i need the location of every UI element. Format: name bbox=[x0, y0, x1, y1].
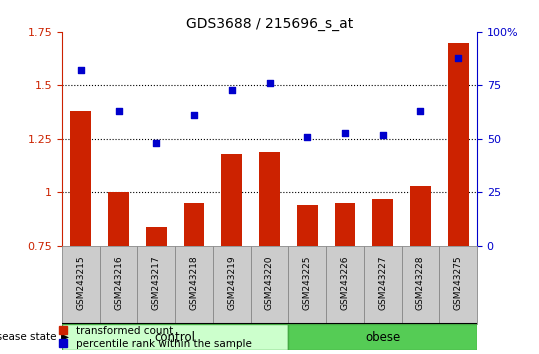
Point bbox=[265, 80, 274, 86]
Text: ▶: ▶ bbox=[61, 332, 69, 342]
Point bbox=[378, 132, 387, 137]
Bar bbox=[297, 205, 317, 246]
FancyBboxPatch shape bbox=[62, 246, 100, 324]
Bar bbox=[448, 42, 468, 246]
Bar bbox=[410, 186, 431, 246]
FancyBboxPatch shape bbox=[364, 246, 402, 324]
FancyBboxPatch shape bbox=[62, 324, 288, 350]
Bar bbox=[222, 154, 242, 246]
Point bbox=[77, 68, 85, 73]
Point bbox=[114, 108, 123, 114]
Legend: transformed count, percentile rank within the sample: transformed count, percentile rank withi… bbox=[59, 326, 252, 349]
Text: obese: obese bbox=[365, 331, 400, 344]
Text: GSM243218: GSM243218 bbox=[190, 255, 198, 310]
Title: GDS3688 / 215696_s_at: GDS3688 / 215696_s_at bbox=[186, 17, 353, 31]
FancyBboxPatch shape bbox=[213, 246, 251, 324]
Text: GSM243217: GSM243217 bbox=[152, 255, 161, 310]
Bar bbox=[335, 203, 355, 246]
Point bbox=[416, 108, 425, 114]
Point bbox=[152, 141, 161, 146]
Bar bbox=[146, 227, 167, 246]
FancyBboxPatch shape bbox=[326, 246, 364, 324]
Bar bbox=[71, 111, 91, 246]
Text: GSM243219: GSM243219 bbox=[227, 255, 236, 310]
Bar bbox=[108, 193, 129, 246]
Text: GSM243227: GSM243227 bbox=[378, 255, 387, 310]
Point bbox=[454, 55, 462, 61]
FancyBboxPatch shape bbox=[175, 246, 213, 324]
Text: GSM243228: GSM243228 bbox=[416, 255, 425, 310]
FancyBboxPatch shape bbox=[251, 246, 288, 324]
Text: GSM243225: GSM243225 bbox=[303, 255, 312, 310]
Bar bbox=[259, 152, 280, 246]
Text: disease state: disease state bbox=[0, 332, 57, 342]
Text: control: control bbox=[155, 331, 196, 344]
Point bbox=[303, 134, 312, 139]
FancyBboxPatch shape bbox=[402, 246, 439, 324]
Bar bbox=[372, 199, 393, 246]
Text: GSM243215: GSM243215 bbox=[77, 255, 85, 310]
Point bbox=[341, 130, 349, 135]
FancyBboxPatch shape bbox=[288, 246, 326, 324]
Bar bbox=[184, 203, 204, 246]
FancyBboxPatch shape bbox=[100, 246, 137, 324]
Point bbox=[227, 87, 236, 92]
Text: GSM243216: GSM243216 bbox=[114, 255, 123, 310]
FancyBboxPatch shape bbox=[439, 246, 477, 324]
FancyBboxPatch shape bbox=[137, 246, 175, 324]
FancyBboxPatch shape bbox=[288, 324, 477, 350]
Text: GSM243275: GSM243275 bbox=[454, 255, 462, 310]
Point bbox=[190, 113, 198, 118]
Text: GSM243220: GSM243220 bbox=[265, 255, 274, 310]
Text: GSM243226: GSM243226 bbox=[341, 255, 349, 310]
